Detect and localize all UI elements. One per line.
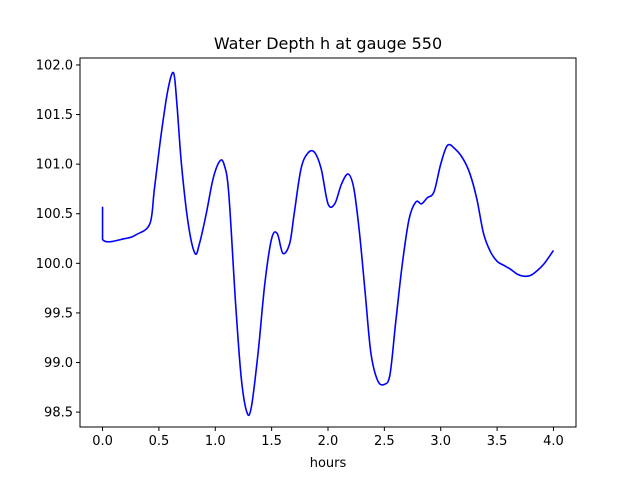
y-tick-label: 100.0 <box>36 257 73 272</box>
x-axis-label: hours <box>310 456 347 471</box>
x-axis-ticks: 0.0 0.5 1.0 1.5 2.0 2.5 3.0 3.5 4.0 <box>92 427 564 449</box>
x-tick-label: 2.0 <box>318 434 339 449</box>
x-tick-label: 0.5 <box>149 434 170 449</box>
y-tick-label: 99.5 <box>44 306 73 321</box>
y-tick-label: 102.0 <box>36 58 73 73</box>
plot-layer <box>101 71 555 417</box>
x-tick-label: 0.0 <box>92 434 113 449</box>
y-axis-ticks: 98.5 99.0 99.5 100.0 100.5 101.0 101.5 102.0 <box>36 58 80 421</box>
x-tick-label: 2.5 <box>374 434 395 449</box>
series-line-0 <box>101 71 555 417</box>
axes-frame <box>79 57 577 428</box>
y-tick-label: 99.0 <box>44 356 73 371</box>
chart-title: Water Depth h at gauge 550 <box>214 34 442 53</box>
x-tick-label: 1.5 <box>261 434 282 449</box>
y-tick-label: 101.5 <box>36 108 73 123</box>
y-tick-label: 100.5 <box>36 207 73 222</box>
y-tick-label: 98.5 <box>44 406 73 421</box>
x-tick-label: 3.0 <box>430 434 451 449</box>
y-tick-label: 101.0 <box>36 158 73 173</box>
x-tick-label: 3.5 <box>487 434 508 449</box>
x-tick-label: 4.0 <box>543 434 564 449</box>
x-tick-label: 1.0 <box>205 434 226 449</box>
